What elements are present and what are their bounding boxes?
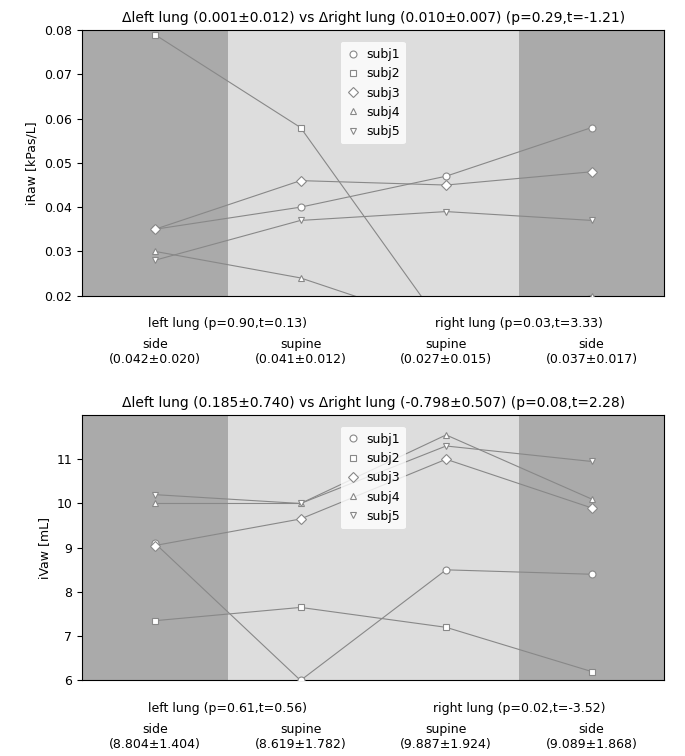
Text: left lung (p=0.61,t=0.56): left lung (p=0.61,t=0.56) <box>148 702 308 714</box>
Text: supine
(8.619±1.782): supine (8.619±1.782) <box>255 723 347 751</box>
Text: supine
(0.041±0.012): supine (0.041±0.012) <box>255 338 347 366</box>
Text: supine
(0.027±0.015): supine (0.027±0.015) <box>400 338 492 366</box>
Text: right lung (p=0.03,t=3.33): right lung (p=0.03,t=3.33) <box>435 317 603 330</box>
Text: right lung (p=0.02,t=-3.52): right lung (p=0.02,t=-3.52) <box>433 702 605 714</box>
Y-axis label: iRaw [kPas/L]: iRaw [kPas/L] <box>26 121 39 205</box>
Y-axis label: iVaw [mL]: iVaw [mL] <box>38 516 51 578</box>
Bar <box>227 415 519 680</box>
Bar <box>227 30 519 296</box>
Bar <box>519 415 664 680</box>
Title: Δleft lung (0.185±0.740) vs Δright lung (-0.798±0.507) (p=0.08,t=2.28): Δleft lung (0.185±0.740) vs Δright lung … <box>122 395 625 410</box>
Title: Δleft lung (0.001±0.012) vs Δright lung (0.010±0.007) (p=0.29,t=-1.21): Δleft lung (0.001±0.012) vs Δright lung … <box>122 11 625 25</box>
Legend: subj1, subj2, subj3, subj4, subj5: subj1, subj2, subj3, subj4, subj5 <box>341 42 406 144</box>
Text: side
(0.037±0.017): side (0.037±0.017) <box>546 338 638 366</box>
Text: side
(8.804±1.404): side (8.804±1.404) <box>109 723 201 751</box>
Text: side
(0.042±0.020): side (0.042±0.020) <box>109 338 201 366</box>
Text: side
(9.089±1.868): side (9.089±1.868) <box>546 723 638 751</box>
Text: supine
(9.887±1.924): supine (9.887±1.924) <box>400 723 492 751</box>
Bar <box>82 415 227 680</box>
Text: left lung (p=0.90,t=0.13): left lung (p=0.90,t=0.13) <box>148 317 308 330</box>
Legend: subj1, subj2, subj3, subj4, subj5: subj1, subj2, subj3, subj4, subj5 <box>341 426 406 529</box>
Bar <box>519 30 664 296</box>
Bar <box>82 30 227 296</box>
